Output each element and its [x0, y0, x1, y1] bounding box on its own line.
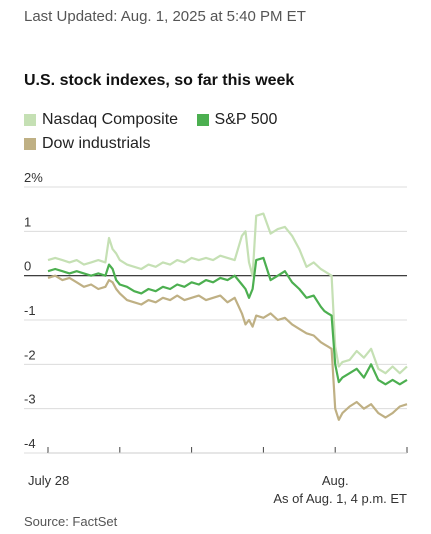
- legend-label: S&P 500: [214, 111, 278, 128]
- y-tick-label: 2%: [24, 170, 43, 185]
- chart-title: U.S. stock indexes, so far this week: [24, 72, 295, 89]
- legend-label: Dow industrials: [42, 135, 151, 152]
- source-note: Source: FactSet: [24, 514, 118, 529]
- series-line-nasdaq: [47, 212, 408, 375]
- x-axis-note: As of Aug. 1, 4 p.m. ET: [273, 491, 407, 506]
- legend-label: Nasdaq Composite: [42, 111, 179, 128]
- last-updated: Last Updated: Aug. 1, 2025 at 5:40 PM ET: [24, 8, 306, 25]
- legend-swatch: [24, 114, 36, 126]
- y-tick-label: 0: [24, 259, 31, 274]
- x-tick-label: July 28: [28, 473, 69, 488]
- series-line-sp500: [47, 256, 408, 386]
- legend-item-dow: Dow industrials: [24, 135, 150, 153]
- legend-swatch: [24, 138, 36, 150]
- legend-item-sp500: S&P 500: [196, 111, 278, 129]
- y-tick-label: -2: [24, 347, 36, 362]
- y-tick-label: -4: [24, 436, 36, 451]
- legend-swatch: [196, 114, 209, 126]
- y-tick-label: -1: [24, 303, 36, 318]
- series-line-dow: [47, 274, 408, 421]
- legend: Nasdaq Composite S&P 500 Dow industrials: [24, 111, 414, 159]
- y-tick-label: -3: [24, 392, 36, 407]
- legend-item-nasdaq: Nasdaq Composite: [24, 111, 178, 129]
- x-tick-label: Aug.: [322, 473, 349, 488]
- y-tick-label: 1: [24, 214, 31, 229]
